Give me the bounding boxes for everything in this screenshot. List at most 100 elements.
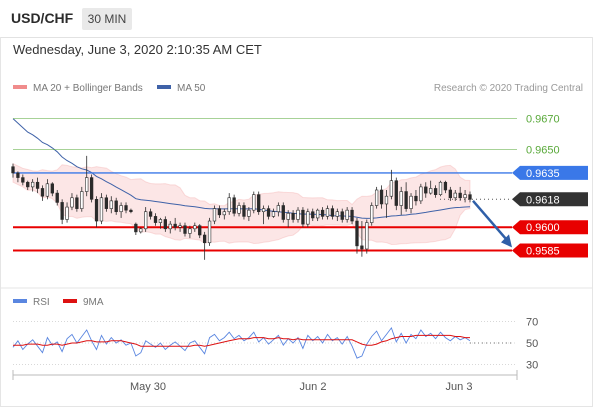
- legend-swatch: [157, 85, 171, 89]
- chart-header: USD/CHF 30 MIN: [0, 0, 593, 38]
- candle-body: [252, 194, 256, 211]
- candle-body: [222, 211, 226, 216]
- rsi-tick-label: 70: [526, 316, 538, 328]
- rsi-tick-label: 50: [526, 338, 538, 350]
- candle-body: [301, 209, 305, 225]
- candle-body: [330, 208, 335, 217]
- candle-body: [448, 189, 452, 199]
- candle-body: [374, 189, 379, 206]
- candle-body: [247, 209, 251, 217]
- candle-body: [296, 209, 300, 220]
- candle-body: [16, 172, 20, 178]
- candle-body: [183, 225, 187, 234]
- resistance-price-tag: [512, 165, 588, 180]
- candle-body: [276, 205, 281, 213]
- candle-body: [193, 225, 197, 230]
- rsi-legend-swatch: [63, 299, 77, 303]
- candle-body: [316, 209, 320, 219]
- candle-body: [237, 205, 241, 214]
- forecast-arrow-shaft: [472, 200, 510, 244]
- candle-body: [261, 208, 266, 213]
- candle-body: [419, 186, 423, 202]
- candle-body: [75, 197, 79, 209]
- legend-swatch: [13, 85, 27, 89]
- candle-body: [325, 208, 330, 217]
- candle-body: [30, 181, 35, 188]
- candle-body: [345, 209, 349, 220]
- candle-body: [80, 191, 84, 209]
- candle-body: [11, 166, 15, 174]
- candle-body: [271, 211, 276, 217]
- candle-body: [85, 177, 89, 192]
- candle-body: [232, 197, 236, 214]
- candle-body: [389, 180, 394, 197]
- candle-body: [21, 177, 25, 183]
- x-tick-label: May 30: [130, 381, 166, 393]
- last-price-tag: [512, 192, 588, 207]
- candle-body: [360, 245, 364, 250]
- candle-body: [60, 202, 64, 220]
- rsi-legend-label: 9MA: [83, 297, 104, 308]
- candle-body: [65, 206, 69, 220]
- candle-body: [99, 197, 104, 222]
- candle-body: [89, 177, 94, 200]
- candle-body: [463, 194, 467, 199]
- candle-body: [227, 197, 231, 213]
- candle-body: [153, 216, 158, 223]
- ma50-line: [12, 118, 471, 219]
- candle-body: [409, 195, 413, 209]
- candle-body: [26, 181, 30, 188]
- rsi-legend-label: RSI: [33, 297, 50, 308]
- candle-body: [104, 197, 109, 209]
- candle-body: [242, 205, 246, 217]
- rsi-series-rsi: [12, 326, 471, 359]
- candle-body: [70, 197, 74, 208]
- resistance-level-label: 0.9635: [526, 168, 560, 180]
- candle-body: [433, 188, 438, 195]
- symbol-title: USD/CHF: [11, 10, 74, 26]
- candle-body: [266, 208, 271, 217]
- forecast-arrow-head: [501, 234, 512, 248]
- candle-body: [94, 199, 99, 222]
- candle-body: [198, 225, 202, 236]
- candle-body: [306, 211, 310, 225]
- candle-body: [178, 225, 182, 228]
- candle-body: [144, 211, 148, 230]
- candle-body: [399, 191, 403, 206]
- support-level-label: 0.9600: [526, 222, 560, 234]
- candle-body: [370, 205, 374, 223]
- candle-body: [212, 208, 217, 222]
- candle-body: [129, 209, 133, 213]
- candle-body: [468, 194, 472, 200]
- candle-body: [40, 188, 45, 197]
- candle-body: [139, 228, 143, 233]
- candle-body: [286, 212, 290, 220]
- candle-body: [119, 205, 123, 213]
- candle-body: [173, 223, 177, 228]
- candle-body: [404, 191, 408, 209]
- chart-datetime: Wednesday, June 3, 2020 2:10:35 AM CET: [13, 42, 262, 57]
- candle-body: [394, 180, 398, 206]
- rsi-legend-swatch: [13, 299, 27, 303]
- last-price-label: 0.9618: [526, 194, 560, 206]
- candle-body: [114, 200, 118, 213]
- support-price-tag: [512, 243, 588, 258]
- candle-body: [458, 192, 462, 199]
- timeframe-button[interactable]: 30 MIN: [82, 8, 132, 30]
- candle-body: [188, 228, 192, 234]
- candle-body: [168, 223, 172, 230]
- candle-body: [350, 209, 354, 222]
- candle-body: [340, 211, 344, 220]
- candle-body: [148, 211, 153, 217]
- candle-body: [50, 183, 54, 194]
- candle-body: [320, 209, 325, 217]
- candle-body: [453, 192, 457, 199]
- legend-label: MA 20 + Bollinger Bands: [33, 83, 143, 94]
- candle-body: [281, 205, 285, 220]
- candle-body: [35, 181, 40, 189]
- candle-body: [438, 181, 443, 195]
- support-level-label: 0.9585: [526, 246, 560, 258]
- candle-body: [207, 220, 212, 244]
- candle-body: [55, 192, 59, 203]
